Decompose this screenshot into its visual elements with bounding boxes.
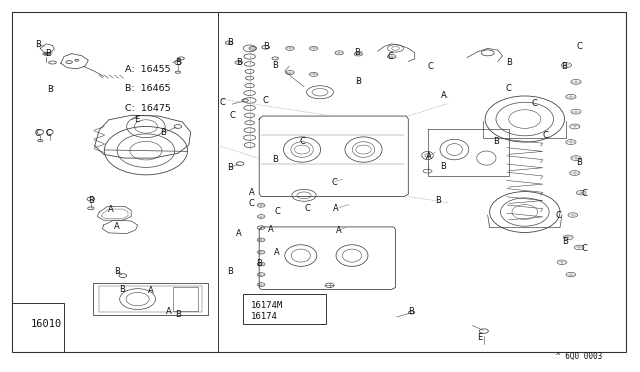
Text: A: A: [275, 248, 280, 257]
Text: C: C: [387, 52, 394, 61]
Text: C: C: [274, 207, 280, 216]
Text: C: C: [428, 62, 434, 71]
Text: B: B: [227, 38, 234, 47]
Text: A: A: [426, 152, 431, 161]
Text: C: C: [576, 42, 582, 51]
Text: B: B: [88, 196, 94, 205]
Text: B: B: [160, 128, 166, 137]
Text: B: B: [118, 285, 125, 294]
Text: B: B: [354, 48, 360, 57]
Text: C: C: [299, 137, 305, 146]
Text: B: B: [576, 158, 582, 167]
Text: C: C: [229, 111, 236, 120]
Text: ^ 6Q0 0003: ^ 6Q0 0003: [556, 352, 602, 361]
Text: A: A: [148, 286, 153, 295]
Text: A: A: [333, 204, 339, 213]
Text: C: C: [304, 204, 310, 213]
Text: B: B: [562, 237, 568, 246]
Text: E: E: [134, 115, 139, 124]
Text: A: A: [337, 226, 342, 235]
Bar: [99, 286, 202, 312]
Text: B: B: [236, 58, 242, 67]
Text: C: C: [556, 211, 562, 219]
Text: B: B: [262, 42, 269, 51]
Text: B:  16465: B: 16465: [125, 84, 170, 93]
Text: A: A: [236, 229, 241, 238]
Text: B: B: [47, 85, 53, 94]
Text: C: C: [581, 244, 588, 253]
Text: C: C: [34, 129, 40, 138]
Text: C: C: [248, 199, 255, 208]
Text: A: A: [108, 205, 113, 214]
Text: 16010: 16010: [31, 320, 62, 329]
Text: A: A: [441, 92, 446, 100]
Text: B: B: [175, 310, 181, 319]
Text: B: B: [227, 267, 234, 276]
Text: C: C: [506, 84, 512, 93]
Text: B: B: [561, 62, 568, 71]
Bar: [173, 287, 198, 311]
Text: 16174M: 16174M: [251, 301, 283, 310]
Text: B: B: [355, 77, 362, 86]
Text: B: B: [506, 58, 512, 67]
Text: E: E: [477, 333, 483, 342]
Text: B: B: [408, 307, 415, 316]
Text: C: C: [581, 189, 588, 198]
Text: A:  16455: A: 16455: [125, 65, 170, 74]
Bar: [243, 294, 326, 324]
Text: C: C: [531, 99, 538, 108]
Text: C: C: [262, 96, 269, 105]
Text: A: A: [115, 222, 120, 231]
Text: B: B: [435, 196, 442, 205]
Text: C: C: [332, 178, 338, 187]
Text: C: C: [543, 131, 549, 140]
Text: A: A: [249, 188, 254, 197]
Text: C: C: [45, 129, 51, 138]
Text: 16174: 16174: [251, 312, 278, 321]
Text: A: A: [268, 225, 273, 234]
Text: B: B: [256, 259, 262, 268]
Text: A: A: [166, 307, 171, 316]
Text: C: C: [220, 98, 226, 107]
Text: B: B: [114, 267, 120, 276]
Text: B: B: [45, 49, 51, 58]
Text: B: B: [35, 40, 42, 49]
Text: B: B: [175, 58, 181, 67]
Text: B: B: [272, 155, 278, 164]
Text: C:  16475: C: 16475: [125, 104, 171, 113]
Text: B: B: [272, 61, 278, 70]
Text: B: B: [440, 162, 447, 171]
Text: B: B: [493, 137, 499, 146]
Bar: [93, 283, 208, 315]
Text: B: B: [227, 163, 234, 172]
